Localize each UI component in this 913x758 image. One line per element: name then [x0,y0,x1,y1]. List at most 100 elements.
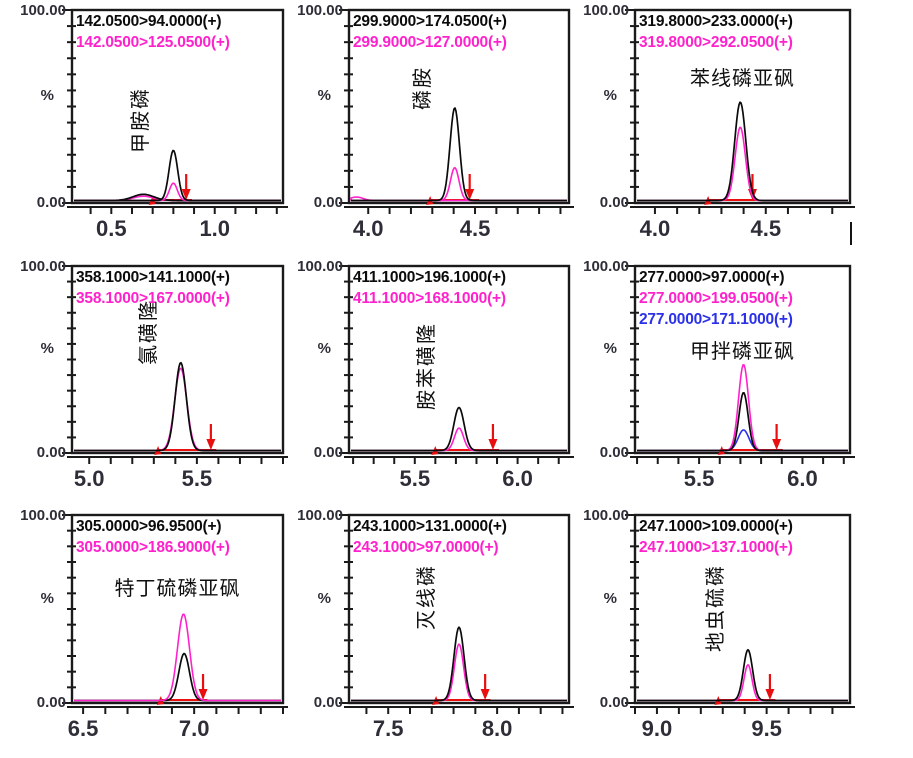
compound-name-label: 氯磺隆 [137,299,160,366]
compound-name-label: 灭线磷 [416,563,438,630]
y-axis-unit-label: % [317,86,331,104]
chromatogram-plot [339,8,574,214]
y-axis-unit-label: % [603,340,617,358]
x-axis-tick-label: 4.0 [352,216,384,241]
compound-name-label: 胺苯磺隆 [416,321,438,410]
compound-name-label: 甲拌磷亚砜 [690,340,795,363]
chromatogram-panel: 100.00 % 0.00 142.0500>94.0000(+) 142.050… [0,0,305,253]
x-axis-tick-label: 6.0 [502,466,533,491]
chromatogram-panel: 100.00 % 0.00 247.1000>109.0000(+) 247.10… [583,506,913,758]
y-axis-max-label: 100.00 [297,2,343,19]
y-axis-unit-label: % [317,340,331,358]
transition-label: 277.0000>171.1000(+) [639,311,793,328]
y-axis-unit-label: % [603,589,617,607]
transition-label: 247.1000>137.1000(+) [639,539,793,556]
chromatogram-plot [62,513,288,714]
x-axis-tick-label: 0.5 [96,216,127,241]
x-axis-tick-label: 5.5 [181,466,213,491]
x-axis-tick-label: 9.0 [641,716,673,741]
transition-label: 247.1000>109.0000(+) [639,518,793,535]
x-axis-tick-label: 1.0 [199,216,231,241]
transition-labels: 299.9000>174.0500(+) 299.9000>127.0000(+) [353,11,507,53]
chromatogram-plot [62,264,288,464]
y-axis-max-label: 100.00 [20,507,66,524]
y-axis-min-label: 0.00 [599,444,629,461]
x-axis-tick-label: 5.5 [399,466,431,491]
compound-name-label: 苯线磷亚砜 [690,67,795,90]
x-axis-tick-label: 6.0 [787,466,818,491]
chromatogram-panel: 100.00 % 0.00 305.0000>96.9500(+) 305.000… [0,506,305,758]
y-axis-max-label: 100.00 [20,2,66,19]
y-axis-min-label: 0.00 [313,194,343,211]
transition-labels: 305.0000>96.9500(+) 305.0000>186.9000(+) [76,516,230,558]
y-axis-min-label: 0.00 [599,694,629,711]
transition-label: 299.9000>127.0000(+) [353,34,507,51]
transition-label: 305.0000>96.9500(+) [76,518,222,535]
chromatogram-plot [339,264,574,464]
y-axis-min-label: 0.00 [36,194,66,211]
transition-label: 142.0500>125.0500(+) [76,34,230,51]
compound-name-label: 特丁硫磷亚砜 [114,577,241,600]
compound-name-label: 地虫硫磷 [704,564,727,653]
y-axis-unit-label: % [40,86,54,104]
transition-label: 305.0000>186.9000(+) [76,539,230,556]
y-axis-min-label: 0.00 [313,444,343,461]
chromatogram-panel: 100.00 % 0.00 411.1000>196.1000(+) 411.10… [297,253,610,506]
transition-labels: 243.1000>131.0000(+) 243.1000>97.0000(+) [353,516,507,558]
stray-mark [850,222,852,245]
transition-label: 299.9000>174.0500(+) [353,13,507,30]
chromatogram-panel: 100.00 % 0.00 299.9000>174.0500(+) 299.90… [297,0,610,253]
y-axis-max-label: 100.00 [583,2,629,19]
y-axis-max-label: 100.00 [297,507,343,524]
compound-name-label: 磷胺 [411,66,434,111]
chromatogram-panel: 100.00 % 0.00 319.8000>233.0000(+) 319.80… [583,0,913,253]
x-axis-tick-label: 4.5 [459,216,491,241]
transition-labels: 247.1000>109.0000(+) 247.1000>137.1000(+) [639,516,793,558]
x-axis-tick-label: 5.5 [683,466,715,491]
x-axis-tick-label: 4.5 [750,216,782,241]
x-axis-tick-label: 4.0 [639,216,671,241]
transition-label: 319.8000>233.0000(+) [639,13,793,30]
y-axis-max-label: 100.00 [297,258,343,275]
x-axis-tick-label: 9.5 [751,716,782,741]
y-axis-max-label: 100.00 [583,507,629,524]
transition-labels: 277.0000>97.0000(+) 277.0000>199.0500(+) 2… [639,267,793,330]
transition-label: 411.1000>196.1000(+) [353,269,506,286]
y-axis-unit-label: % [317,589,331,607]
transition-labels: 319.8000>233.0000(+) 319.8000>292.0500(+) [639,11,793,53]
transition-label: 243.1000>131.0000(+) [353,518,507,535]
transition-label: 277.0000>199.0500(+) [639,290,793,307]
y-axis-max-label: 100.00 [583,258,629,275]
transition-label: 243.1000>97.0000(+) [353,539,499,556]
transition-label: 358.1000>167.0000(+) [76,290,230,307]
chromatogram-panel: 100.00 % 0.00 243.1000>131.0000(+) 243.10… [297,506,610,758]
y-axis-min-label: 0.00 [36,444,66,461]
y-axis-max-label: 100.00 [20,258,66,275]
chromatogram-plot [625,8,855,214]
x-axis-tick-label: 6.5 [67,716,99,741]
transition-label: 358.1000>141.1000(+) [76,269,230,286]
chromatogram-plot [625,513,855,714]
y-axis-unit-label: % [40,589,54,607]
transition-labels: 411.1000>196.1000(+) 411.1000>168.1000(+) [353,267,506,309]
x-axis-tick-label: 5.0 [73,466,105,491]
transition-label: 277.0000>97.0000(+) [639,269,785,286]
y-axis-unit-label: % [603,86,617,104]
transition-labels: 358.1000>141.1000(+) 358.1000>167.0000(+) [76,267,230,309]
chromatogram-panel: 100.00 % 0.00 358.1000>141.1000(+) 358.10… [0,253,305,506]
x-axis-tick-label: 8.0 [481,716,513,741]
chromatogram-plot [625,264,855,464]
x-axis-tick-label: 7.5 [372,716,404,741]
chromatogram-plot [62,8,288,214]
y-axis-min-label: 0.00 [313,694,343,711]
y-axis-min-label: 0.00 [36,694,66,711]
x-axis-tick-label: 7.0 [178,716,210,741]
chromatogram-plot [339,513,574,714]
y-axis-min-label: 0.00 [599,194,629,211]
transition-label: 411.1000>168.1000(+) [353,290,506,307]
transition-labels: 142.0500>94.0000(+) 142.0500>125.0500(+) [76,11,230,53]
compound-name-label: 甲胺磷 [130,86,153,153]
transition-label: 142.0500>94.0000(+) [76,13,222,30]
transition-label: 319.8000>292.0500(+) [639,34,793,51]
